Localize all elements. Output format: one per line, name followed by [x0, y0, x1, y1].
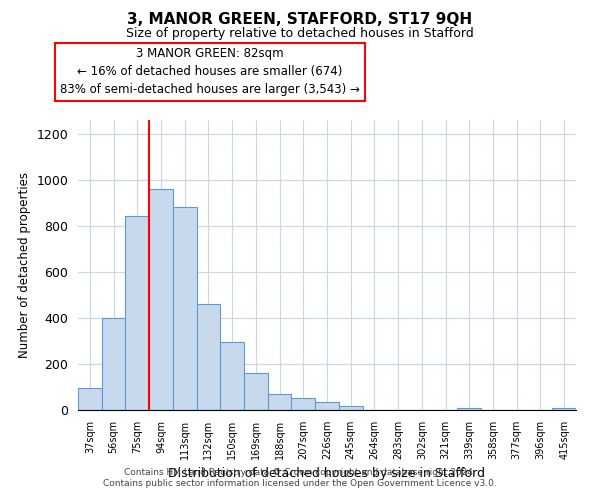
- Bar: [173, 208, 197, 410]
- Bar: [197, 304, 220, 410]
- Bar: [268, 394, 292, 410]
- Bar: [102, 318, 125, 410]
- Bar: [78, 388, 102, 410]
- X-axis label: Distribution of detached houses by size in Stafford: Distribution of detached houses by size …: [169, 468, 485, 480]
- Y-axis label: Number of detached properties: Number of detached properties: [18, 172, 31, 358]
- Bar: [125, 216, 149, 410]
- Bar: [552, 408, 576, 410]
- Text: 3 MANOR GREEN: 82sqm
← 16% of detached houses are smaller (674)
83% of semi-deta: 3 MANOR GREEN: 82sqm ← 16% of detached h…: [60, 48, 360, 96]
- Bar: [244, 373, 268, 410]
- Bar: [339, 406, 362, 410]
- Bar: [220, 342, 244, 410]
- Bar: [457, 408, 481, 410]
- Bar: [149, 189, 173, 410]
- Bar: [292, 398, 315, 410]
- Text: Contains HM Land Registry data © Crown copyright and database right 2024.
Contai: Contains HM Land Registry data © Crown c…: [103, 468, 497, 487]
- Text: Size of property relative to detached houses in Stafford: Size of property relative to detached ho…: [126, 28, 474, 40]
- Bar: [315, 402, 339, 410]
- Text: 3, MANOR GREEN, STAFFORD, ST17 9QH: 3, MANOR GREEN, STAFFORD, ST17 9QH: [127, 12, 473, 28]
